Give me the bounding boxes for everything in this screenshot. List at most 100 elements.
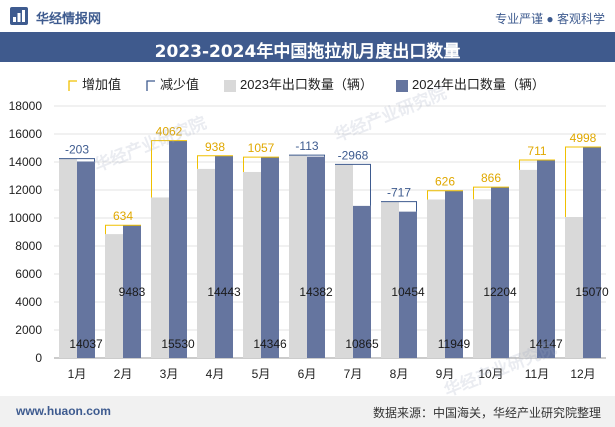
bar-2024 <box>169 140 187 358</box>
footer-source: 数据来源：中国海关，华经产业研究院整理 <box>372 406 601 420</box>
change-label: 4998 <box>570 131 597 145</box>
legend-swatch-2023 <box>224 79 236 92</box>
legend-swatch-decrease <box>146 79 155 91</box>
decrease-bracket <box>59 158 95 162</box>
change-label: 634 <box>113 209 133 223</box>
decrease-bracket <box>381 201 417 212</box>
brand-logo-icon <box>10 7 28 25</box>
x-tick-label: 6月 <box>298 367 317 381</box>
bar-2024 <box>123 225 141 358</box>
x-tick-label: 10月 <box>478 367 503 381</box>
increase-bracket <box>427 190 463 200</box>
change-label: -717 <box>387 186 411 200</box>
value-label-2024: 15070 <box>575 285 609 299</box>
y-tick-label: 12000 <box>9 183 43 197</box>
bar-2023 <box>519 169 537 358</box>
change-label: 1057 <box>248 141 275 155</box>
x-tick-label: 3月 <box>160 367 179 381</box>
legend-item-2023: 2023年出口数量（辆） <box>224 74 373 93</box>
bar-2024 <box>353 205 371 358</box>
bar-2023 <box>565 216 583 358</box>
value-label-2024: 12204 <box>483 285 517 299</box>
change-label: 4062 <box>156 125 183 139</box>
change-label: -113 <box>295 139 318 153</box>
increase-bracket <box>565 146 601 217</box>
value-label-2024: 14346 <box>253 337 287 351</box>
change-label: -2968 <box>338 148 369 162</box>
x-tick-label: 4月 <box>206 367 225 381</box>
footer-site: www.huaon.com <box>16 404 111 418</box>
legend-swatch-increase <box>68 79 77 91</box>
bar-2023 <box>335 164 353 358</box>
decrease-bracket <box>335 163 371 206</box>
brand-name: 华经情报网 <box>36 11 102 26</box>
y-tick-label: 2000 <box>15 323 42 337</box>
bar-2024 <box>261 157 279 358</box>
x-tick-label: 9月 <box>436 367 455 381</box>
y-tick-label: 10000 <box>9 211 43 225</box>
legend-label-decrease: 减少值 <box>160 77 200 92</box>
y-tick-label: 4000 <box>15 295 42 309</box>
increase-bracket <box>105 224 141 235</box>
increase-bracket <box>151 140 187 198</box>
bar-2024 <box>77 161 95 358</box>
increase-bracket <box>243 156 279 172</box>
value-label-2024: 14037 <box>69 337 103 351</box>
title-bar <box>0 32 615 62</box>
bar-2023 <box>427 199 445 358</box>
chart-plot-area: 0 2000 4000 6000 8000 10000 12000 14000 16000 180… <box>9 99 609 381</box>
bar-2024 <box>399 211 417 358</box>
legend-swatch-2024 <box>396 79 408 92</box>
legend-label-2024: 2024年出口数量（辆） <box>412 77 545 92</box>
change-label: 711 <box>527 144 546 158</box>
x-tick-label: 5月 <box>252 367 271 381</box>
legend-item-2024: 2024年出口数量（辆） <box>396 74 545 93</box>
increase-bracket <box>473 186 509 200</box>
value-label-2024: 14443 <box>207 285 241 299</box>
bar-2024 <box>537 159 555 358</box>
legend-label-increase: 增加值 <box>82 77 122 92</box>
value-label-2024: 14147 <box>529 337 563 351</box>
bar-2023 <box>151 197 169 358</box>
legend-item-decrease: 减少值 <box>146 74 199 93</box>
bar-2023 <box>381 201 399 358</box>
bar-2024 <box>215 155 233 358</box>
x-tick-label: 12月 <box>570 367 595 381</box>
change-label: 938 <box>205 140 225 154</box>
y-tick-label: 16000 <box>9 127 43 141</box>
value-label-2024: 10865 <box>345 337 379 351</box>
y-tick-label: 0 <box>35 351 42 365</box>
y-tick-label: 18000 <box>9 99 43 113</box>
x-tick-label: 11月 <box>525 367 549 381</box>
x-tick-label: 8月 <box>390 367 409 381</box>
value-label-2024: 10454 <box>391 285 425 299</box>
bar-2023 <box>289 155 307 358</box>
footer-bar <box>0 396 615 427</box>
increase-bracket <box>197 155 233 169</box>
tagline: 专业严谨 ● 客观科学 <box>495 12 605 26</box>
change-label: 626 <box>435 175 455 189</box>
increase-bracket <box>519 159 555 170</box>
x-tick-label: 2月 <box>114 367 133 381</box>
change-label: -203 <box>65 143 89 157</box>
bar-2024 <box>491 187 509 358</box>
chart-title: 2023-2024年中国拖拉机月度出口数量 <box>154 42 461 62</box>
y-tick-label: 14000 <box>9 155 43 169</box>
y-tick-label: 6000 <box>15 267 42 281</box>
legend-label-2023: 2023年出口数量（辆） <box>240 77 373 92</box>
decrease-bracket <box>289 154 325 157</box>
x-tick-label: 7月 <box>344 367 363 381</box>
value-label-2024: 11949 <box>438 337 471 351</box>
bar-2024 <box>583 147 601 358</box>
bar-2023 <box>243 171 261 358</box>
header-bar: 华经情报网 专业严谨 ● 客观科学 <box>0 0 615 32</box>
x-tick-label: 1月 <box>68 367 87 381</box>
bar-2023 <box>197 168 215 358</box>
bar-2023 <box>105 234 123 358</box>
bar-2023 <box>473 199 491 358</box>
bar-2024 <box>307 156 325 358</box>
y-tick-label: 8000 <box>15 239 42 253</box>
value-label-2024: 9483 <box>119 285 146 299</box>
legend-item-increase: 增加值 <box>68 74 121 93</box>
bar-2024 <box>445 190 463 358</box>
